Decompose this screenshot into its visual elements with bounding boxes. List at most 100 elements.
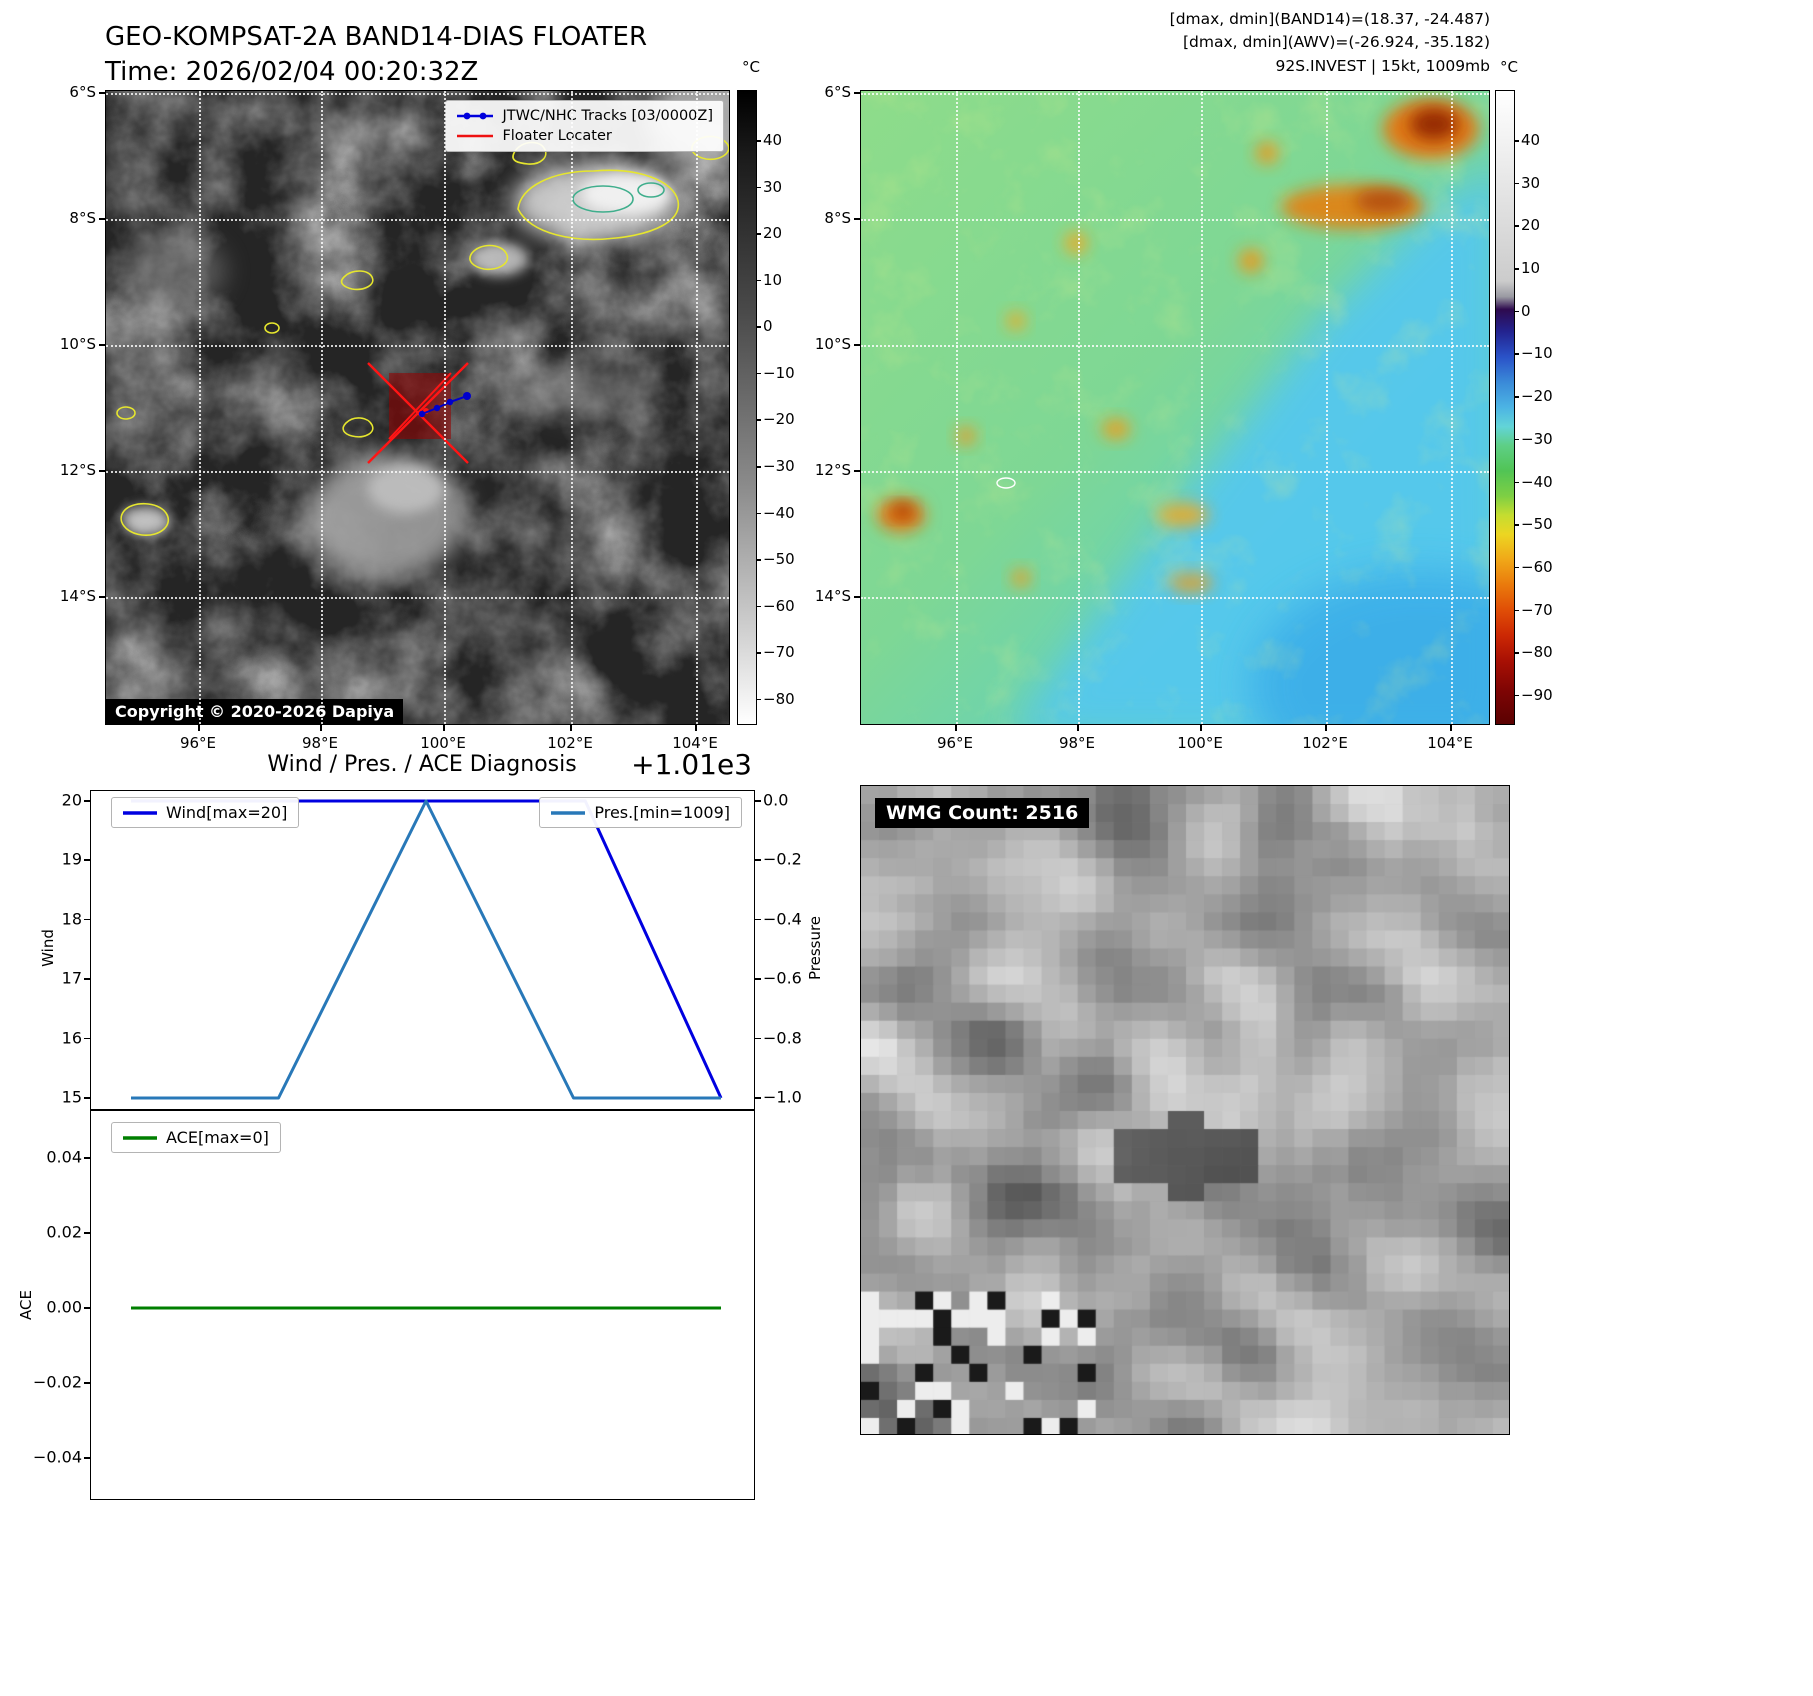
colorbar-tick-label: −60 (1521, 557, 1553, 576)
tick-mark (84, 1307, 90, 1309)
lat-tick-label: 12°S (814, 461, 851, 479)
grid-line-horizontal (106, 471, 729, 473)
colorbar-tick-label: −20 (763, 410, 795, 429)
band14-colorbar-unit: °C (742, 58, 760, 76)
ace-legend-symbol (123, 1135, 157, 1140)
tick-mark (1515, 140, 1519, 142)
tick-mark (755, 918, 761, 921)
colorbar-tick-label: 10 (1521, 259, 1541, 278)
colorbar-tick-label: −40 (1521, 472, 1553, 491)
ace-tick-label: 0.04 (46, 1147, 82, 1167)
tick-mark (854, 596, 860, 598)
pressure-legend-label: Pres.[min=1009] (594, 803, 730, 822)
wmg-pixel-image (861, 786, 1509, 1434)
colorbar-tick-label: −50 (1521, 515, 1553, 534)
awv-map (860, 90, 1490, 725)
pressure-legend-symbol (551, 810, 586, 815)
grid-line-horizontal (861, 345, 1489, 347)
lat-tick-label: 10°S (814, 335, 851, 353)
colorbar-tick-label: −10 (763, 363, 795, 382)
tick-mark (84, 1097, 90, 1099)
tick-mark (99, 344, 105, 346)
grid-line-horizontal (106, 219, 729, 221)
lon-tick-label: 96°E (936, 734, 974, 752)
colorbar-tick-label: −90 (1521, 685, 1553, 704)
floater-locater-marker (367, 362, 469, 464)
wind-legend-symbol (123, 810, 157, 815)
ace-tick-label: −0.04 (32, 1447, 82, 1467)
awv-colorbar-unit: °C (1500, 58, 1518, 76)
grid-line-horizontal (106, 345, 729, 347)
wind-legend-label: Wind[max=20] (166, 803, 288, 822)
colorbar-tick-label: 30 (763, 177, 783, 196)
tick-mark (757, 279, 761, 282)
grid-line-vertical (571, 91, 573, 724)
dmax-dmin-band14-text: [dmax, dmin](BAND14)=(18.37, -24.487) (1169, 10, 1490, 28)
lat-tick-label: 6°S (824, 83, 851, 101)
band14-title: GEO-KOMPSAT-2A BAND14-DIAS FLOATER Time:… (105, 20, 647, 90)
tick-mark (1515, 609, 1519, 612)
pressure-tick-label: −1.0 (763, 1087, 802, 1107)
lon-tick-label: 104°E (1427, 734, 1473, 752)
colorbar-tick-label: 20 (1521, 216, 1541, 235)
tick-mark (1515, 182, 1519, 185)
tick-mark (99, 218, 105, 220)
tick-mark (1515, 268, 1519, 270)
band14-legend: JTWC/NHC Tracks [03/0000Z] Floater Locat… (445, 100, 724, 152)
band14-title-line1: GEO-KOMPSAT-2A BAND14-DIAS FLOATER (105, 22, 648, 52)
wind-tick-label: 17 (61, 968, 82, 988)
tick-mark (854, 92, 860, 94)
tick-mark (1515, 652, 1519, 654)
wind-tick-label: 16 (61, 1028, 82, 1048)
pressure-tick-label: −0.8 (763, 1028, 802, 1048)
colorbar-tick-label: 40 (1521, 131, 1541, 149)
tick-mark (1515, 566, 1519, 569)
diagnosis-title: Wind / Pres. / ACE Diagnosis (267, 752, 577, 777)
wind-tick-label: 18 (61, 909, 82, 929)
grid-line-vertical (199, 91, 201, 724)
lon-tick-label: 100°E (1177, 734, 1223, 752)
lon-tick-label: 104°E (672, 734, 718, 752)
colorbar-tick-label: −30 (763, 457, 795, 476)
lon-tick-label: 96°E (179, 734, 217, 752)
tick-mark (757, 605, 761, 608)
tick-mark (854, 218, 860, 220)
wind-axis-label: Wind (39, 929, 57, 967)
grid-line-vertical (956, 91, 958, 724)
tick-mark (757, 233, 761, 235)
tick-mark (1515, 225, 1519, 227)
invest-status-text: 92S.INVEST | 15kt, 1009mb (1275, 56, 1490, 75)
dmax-dmin-awv-text: [dmax, dmin](AWV)=(-26.924, -35.182) (1183, 33, 1490, 52)
pressure-tick-label: −0.4 (763, 909, 802, 929)
lat-tick-label: 8°S (824, 209, 851, 227)
tick-mark (320, 725, 322, 731)
tick-mark (1515, 481, 1519, 484)
wind-tick-label: 15 (61, 1087, 82, 1107)
tick-mark (854, 344, 860, 346)
tick-mark (757, 186, 761, 189)
tick-mark (84, 1157, 90, 1159)
colorbar-tick-label: 30 (1521, 173, 1541, 192)
lon-tick-label: 100°E (420, 734, 466, 752)
tick-mark (1450, 725, 1452, 731)
grid-line-horizontal (861, 597, 1489, 599)
grid-line-vertical (696, 91, 698, 724)
tick-mark (757, 698, 761, 701)
colorbar-tick-label: 0 (763, 317, 773, 336)
tick-mark (570, 725, 572, 731)
band14-colorbar (737, 90, 757, 725)
colorbar-tick-label: −80 (763, 689, 795, 708)
colorbar-tick-label: −20 (1521, 387, 1553, 406)
tick-mark (84, 1037, 90, 1040)
tick-mark (757, 372, 761, 375)
colorbar-tick-label: 10 (763, 270, 783, 289)
tick-mark (84, 859, 90, 861)
tick-mark (1325, 725, 1327, 731)
colorbar-tick-label: −30 (1521, 429, 1553, 448)
ace-plot-area (131, 1306, 721, 1310)
tick-mark (84, 1457, 90, 1459)
grid-line-vertical (444, 91, 446, 724)
tick-mark (84, 800, 90, 802)
lat-tick-label: 8°S (69, 209, 96, 227)
tick-mark (757, 140, 761, 142)
